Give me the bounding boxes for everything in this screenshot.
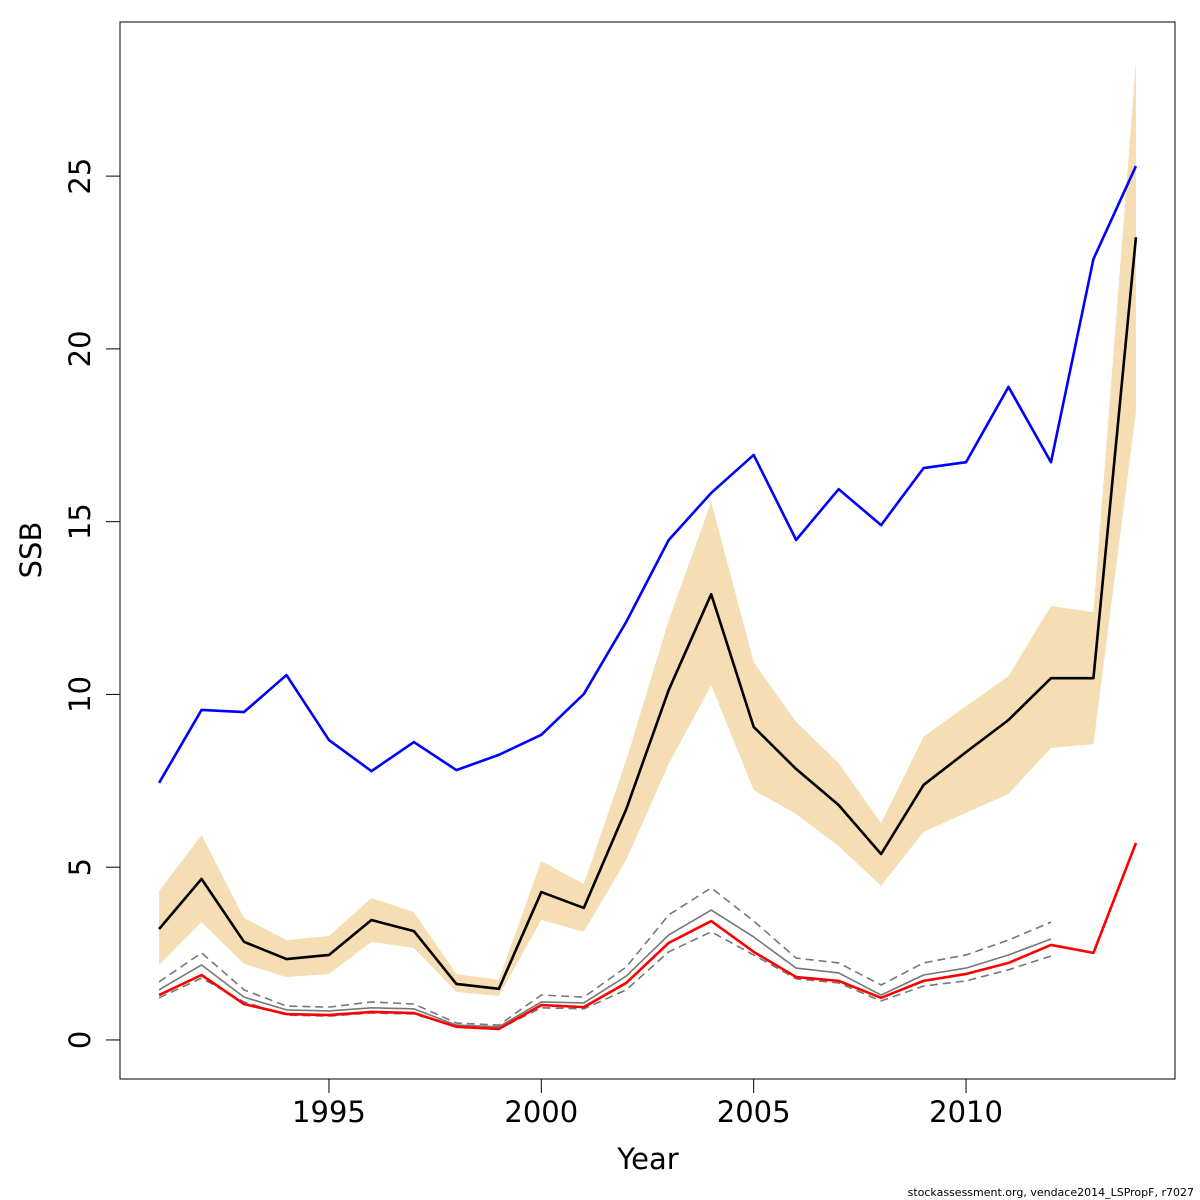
x-axis-label: Year: [616, 1142, 678, 1176]
y-tick-label: 25: [63, 158, 97, 195]
y-tick-label: 10: [63, 676, 97, 713]
footer: stockassessment.org, vendace2014_LSPropF…: [908, 1186, 1194, 1199]
x-tick-label: 2010: [929, 1095, 1003, 1129]
x-tick-label: 2000: [504, 1095, 578, 1129]
y-tick-label: 20: [63, 330, 97, 367]
x-tick-label: 2005: [717, 1095, 791, 1129]
series-line: [158, 237, 1138, 991]
y-tick-label: 5: [63, 858, 97, 876]
y-tick-label: 0: [63, 1031, 97, 1049]
series-line: [157, 165, 1138, 784]
series-line: [158, 909, 1052, 1028]
series-line: [158, 887, 1052, 1026]
series-line: [158, 842, 1138, 1031]
y-tick-label: 15: [63, 503, 97, 540]
y-axis-label: SSB: [14, 522, 48, 579]
confidence-band: [159, 62, 1136, 997]
x-tick-label: 1995: [292, 1095, 366, 1129]
plot-frame: [119, 21, 1176, 1080]
